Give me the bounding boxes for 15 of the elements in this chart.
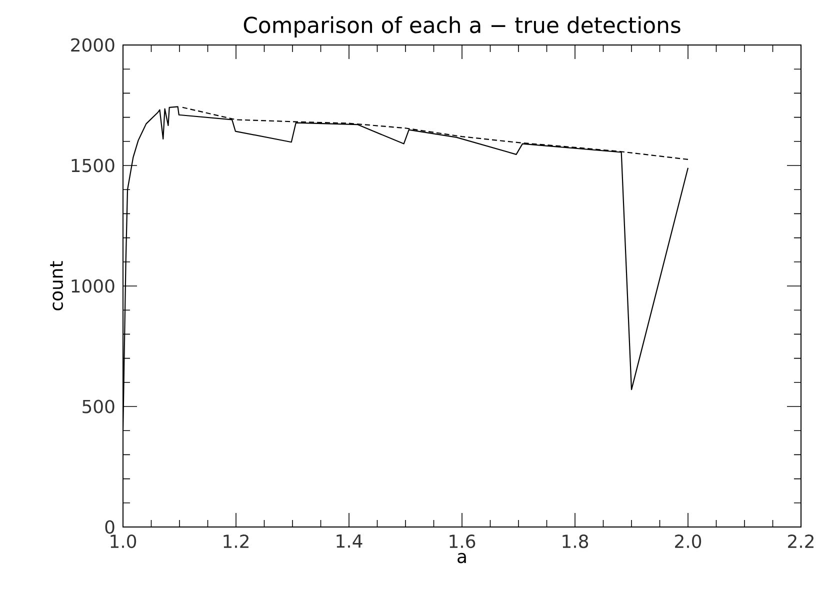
x-tick-label: 1.6 [450,534,476,548]
x-tick-label: 2.2 [788,534,814,548]
y-tick-label: 1000 [72,279,114,293]
y-tick-label: 500 [82,400,114,414]
y-tick-label: 2000 [71,38,114,52]
chart-title: Comparison of each a − true detections [244,16,680,38]
x-tick-label: 2.0 [675,534,702,548]
x-axis-title: a [458,552,466,564]
y-axis-title: count [50,261,63,310]
x-tick-label: 1.4 [336,534,362,548]
x-tick-label: 1.0 [110,534,136,548]
y-tick-label: 0 [105,520,114,534]
y-tick-label: 1500 [72,158,114,172]
x-tick-label: 1.2 [224,534,248,548]
x-tick-label: 1.8 [562,534,588,548]
